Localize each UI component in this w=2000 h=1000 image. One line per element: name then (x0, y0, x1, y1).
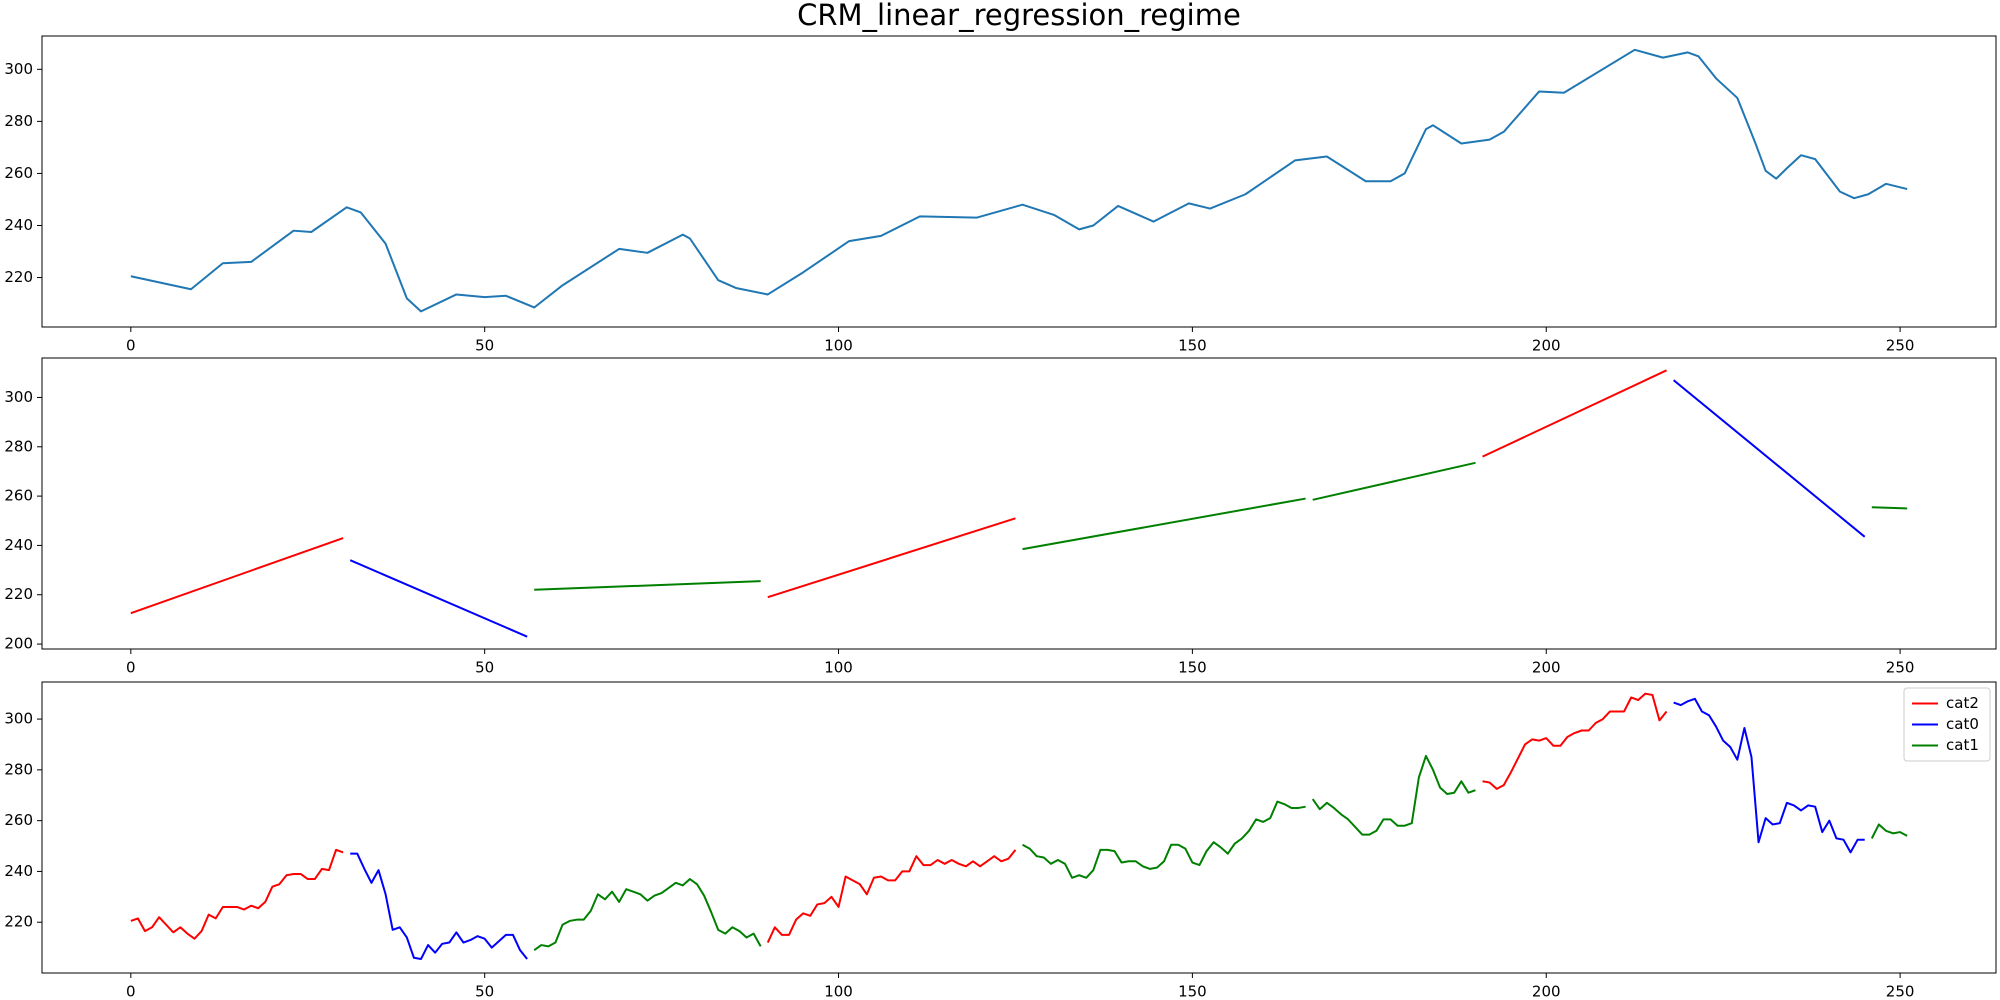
data-line (533, 754, 1908, 951)
y-tick-label: 280 (4, 112, 33, 130)
x-tick-label: 100 (824, 659, 853, 677)
axes-frame (41, 35, 1997, 328)
y-tick-label: 200 (4, 635, 33, 653)
y-tick-label: 220 (4, 268, 33, 286)
subplot: 220 240 260 280 300 0 50 100 150 200 250 (4, 35, 1997, 355)
axes-frame (41, 681, 1997, 974)
x-tick-label: 0 (126, 337, 136, 355)
x-tick-label: 150 (1178, 337, 1207, 355)
legend-label: cat2 (1946, 694, 1979, 712)
axes-frame (41, 357, 1997, 650)
x-tick-label: 150 (1178, 983, 1207, 1000)
x-tick-label: 200 (1532, 659, 1561, 677)
data-line (1871, 506, 1908, 510)
y-tick-label: 300 (4, 388, 33, 406)
data-line (1022, 497, 1306, 551)
data-line (1673, 379, 1866, 538)
data-line (534, 580, 761, 591)
data-line (349, 559, 528, 638)
data-line (130, 537, 344, 615)
x-tick-label: 0 (126, 983, 136, 1000)
y-tick-label: 300 (4, 710, 33, 728)
y-tick-label: 240 (4, 536, 33, 554)
legend-box (1903, 687, 1991, 762)
data-line (350, 697, 1865, 961)
legend-label: cat0 (1946, 715, 1979, 733)
x-tick-label: 0 (126, 659, 136, 677)
y-tick-label: 260 (4, 487, 33, 505)
x-tick-label: 50 (475, 983, 494, 1000)
x-tick-label: 150 (1178, 659, 1207, 677)
y-tick-label: 240 (4, 862, 33, 880)
data-line (130, 48, 1908, 313)
data-line (130, 692, 1668, 943)
subplot: 200 220 240 260 280 300 0 50 100 150 200 250 (4, 357, 1997, 677)
data-line (767, 517, 1016, 599)
x-tick-label: 250 (1886, 337, 1915, 355)
data-line (1312, 461, 1476, 501)
y-tick-label: 220 (4, 913, 33, 931)
y-tick-label: 280 (4, 437, 33, 455)
legend-label: cat1 (1946, 736, 1979, 754)
y-tick-label: 280 (4, 760, 33, 778)
y-tick-label: 260 (4, 164, 33, 182)
y-tick-label: 260 (4, 811, 33, 829)
legend: cat2 cat0 cat1 (1903, 687, 1991, 762)
x-tick-label: 100 (824, 337, 853, 355)
y-tick-label: 240 (4, 216, 33, 234)
data-line (1482, 369, 1667, 458)
y-tick-label: 300 (4, 60, 33, 78)
chart-title: CRM_linear_regression_regime (797, 0, 1241, 32)
x-tick-label: 250 (1886, 983, 1915, 1000)
y-tick-label: 220 (4, 585, 33, 603)
x-tick-label: 200 (1532, 983, 1561, 1000)
x-tick-label: 50 (475, 337, 494, 355)
x-tick-label: 100 (824, 983, 853, 1000)
x-tick-label: 50 (475, 659, 494, 677)
x-tick-label: 200 (1532, 337, 1561, 355)
x-tick-label: 250 (1886, 659, 1915, 677)
